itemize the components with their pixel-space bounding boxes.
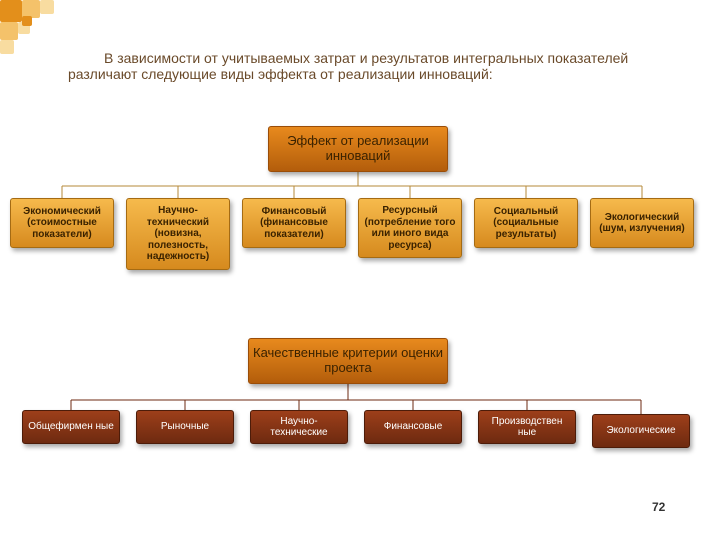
tree1-child-2: Финансовый (финансовые показатели) <box>242 198 346 248</box>
tree1-child-0: Экономический (стоимостные показатели) <box>10 198 114 248</box>
tree1-child-4: Социальный (социальные результаты) <box>474 198 578 248</box>
tree2-child-4: Производствен ные <box>478 410 576 444</box>
tree2-child-5: Экологические <box>592 414 690 448</box>
tree2-child-2: Научно-технические <box>250 410 348 444</box>
page-number: 72 <box>652 500 665 514</box>
intro-text: В зависимости от учитываемых затрат и ре… <box>68 50 668 82</box>
tree1-root: Эффект от реализации инноваций <box>268 126 448 172</box>
tree2-root: Качественные критерии оценки проекта <box>248 338 448 384</box>
tree1-child-5: Экологический (шум, излучения) <box>590 198 694 248</box>
tree1-child-3: Ресурсный (потребление того или иного ви… <box>358 198 462 258</box>
tree2-child-0: Общефирмен ные <box>22 410 120 444</box>
tree2-child-1: Рыночные <box>136 410 234 444</box>
tree1-child-1: Научно-технический (новизна, полезность,… <box>126 198 230 270</box>
tree2-child-3: Финансовые <box>364 410 462 444</box>
